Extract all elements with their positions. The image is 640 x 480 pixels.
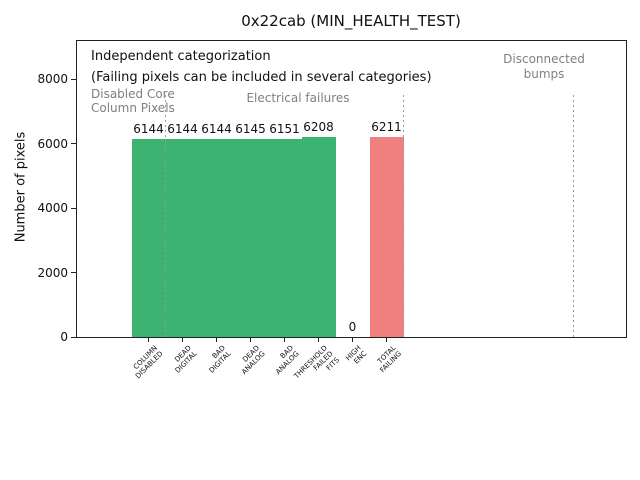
x-axis-tick-label: COLUMN DISABLED: [132, 344, 166, 381]
y-axis-tick-label: 6000: [37, 136, 68, 151]
bar-value-label: 6144: [167, 122, 198, 137]
region-separator-line: [164, 95, 167, 337]
bar: [199, 139, 234, 337]
annotation-failing-pixels-note: (Failing pixels can be included in sever…: [91, 70, 432, 85]
bar-value-label: 6151: [269, 121, 300, 136]
annotation-independent-categorization: Independent categorization: [91, 49, 271, 64]
y-axis-tick-label: 4000: [37, 201, 68, 216]
y-axis-tick-label: 8000: [37, 72, 68, 87]
x-axis-tick-label: THRESHOLD FAILED FITS: [292, 344, 342, 381]
bar-value-label: 6144: [133, 122, 164, 137]
plot-frame: [76, 40, 627, 338]
x-axis-tick: [148, 338, 149, 342]
chart-title: 0x22cab (MIN_HEALTH_TEST): [241, 12, 461, 30]
x-axis-tick: [284, 338, 285, 342]
bar: [131, 139, 166, 337]
y-axis-tick: [71, 143, 76, 145]
x-axis-tick: [216, 338, 217, 342]
x-axis-tick-label: DEAD ANALOG: [240, 344, 268, 377]
bar-value-label: 0: [348, 320, 357, 334]
y-axis-tick-label: 2000: [37, 265, 68, 280]
x-axis-tick: [386, 338, 387, 342]
region-label-disabled-core-column-pixels: Disabled Core Column Pixels: [91, 87, 175, 115]
bar-value-label: 6144: [201, 122, 232, 137]
x-axis-tick: [250, 338, 251, 342]
x-axis-tick: [318, 338, 319, 342]
x-axis-tick-label: DEAD DIGITAL: [173, 344, 200, 375]
x-axis-tick-label: BAD DIGITAL: [208, 344, 234, 375]
bar: [233, 139, 268, 337]
bar: [165, 139, 200, 337]
region-label-electrical-failures: Electrical failures: [246, 91, 350, 105]
y-axis-tick: [71, 78, 76, 80]
bar-value-label: 6145: [235, 122, 266, 137]
bar: [301, 137, 336, 337]
y-axis-tick: [71, 336, 76, 338]
x-axis-tick: [182, 338, 183, 342]
bar-value-label: 6211: [371, 119, 402, 134]
bar: [267, 138, 302, 337]
y-axis-tick: [71, 272, 76, 274]
region-label-disconnected-bumps: Disconnected bumps: [503, 52, 585, 81]
region-separator-line: [572, 95, 575, 337]
x-axis-tick-label: TOTAL FAILING: [375, 344, 404, 375]
y-axis-tick-label: 0: [60, 330, 68, 344]
y-axis-tick: [71, 207, 76, 209]
x-axis-tick: [352, 338, 353, 342]
bar-value-label: 6208: [303, 120, 334, 135]
x-axis-tick-label: HIGH ENC: [344, 344, 370, 366]
bar: [369, 136, 404, 337]
region-separator-line: [402, 95, 405, 337]
